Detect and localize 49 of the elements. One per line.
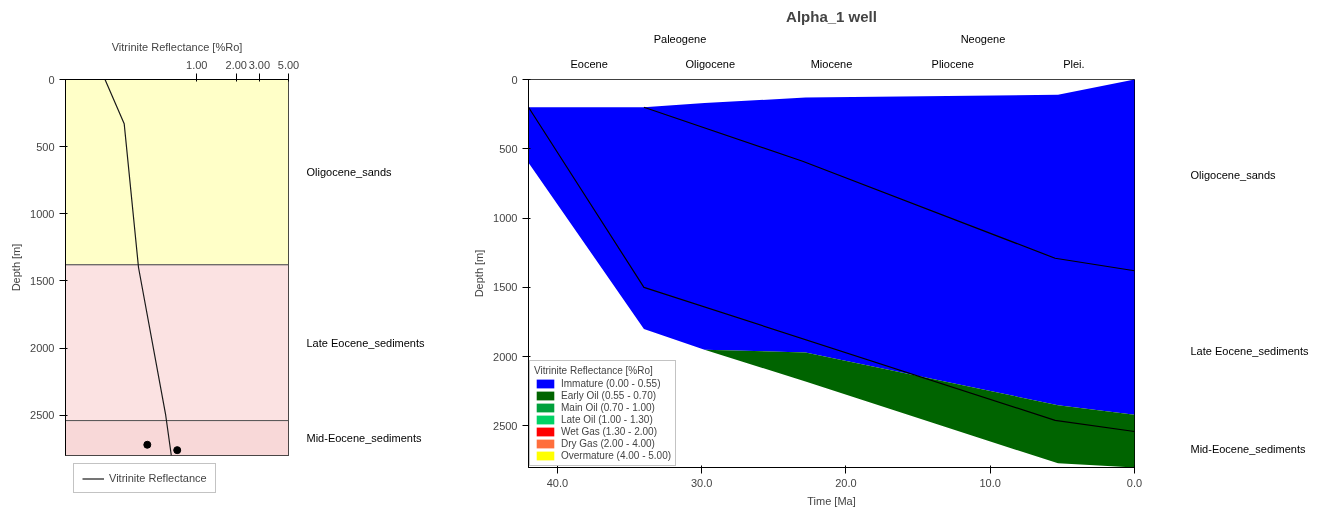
text: Eocene [570,57,608,70]
text: Neogene [960,32,1006,45]
legend-label: Dry Gas (2.00 - 4.00) [561,438,655,449]
text: Miocene [810,57,853,70]
text: Paleogene [653,32,707,45]
x-tick-label: 20.0 [835,476,857,489]
y-tick-label: 1500 [493,281,518,294]
text: Oligocene_sands [1190,169,1276,182]
legend-label: Wet Gas (1.30 - 2.00) [561,426,657,437]
x-tick-label: 5.00 [277,58,300,71]
x-tick-label: 2.00 [225,58,247,71]
y-axis-title: Depth [m] [473,249,486,298]
y-tick-label: 2000 [493,350,518,363]
y-tick-label: 2500 [30,409,55,422]
legend-label: Early Oil (0.55 - 0.70) [561,390,657,401]
text: Oligocene [685,57,736,70]
y-tick-label: 1000 [493,212,518,225]
y-axis-title: Depth [m] [10,243,23,292]
y-tick-label: 2500 [493,419,518,432]
band-label: Mid-Eocene_sediments [306,432,422,445]
text: Plei. [1063,57,1085,70]
x-tick-label: 3.00 [248,58,271,71]
legend-label: Immature (0.00 - 0.55) [561,378,661,389]
x-tick-label: 0.0 [1126,476,1143,489]
x-tick-label: 30.0 [690,476,713,489]
y-tick-label: 500 [499,142,518,155]
text: Late Eocene_sediments [1190,345,1310,358]
y-tick-label: 1000 [30,207,55,220]
chart-title: Alpha_1 well [786,7,877,25]
line-series [643,106,1135,272]
legend-label: Vitrinite Reflectance [109,472,207,484]
x-axis-title: Time [Ma] [807,494,856,507]
y-tick-label: 500 [36,140,55,153]
x-tick-label: 10.0 [979,476,1001,489]
y-tick-label: 2000 [30,342,55,355]
x-tick-label: 40.0 [546,476,569,489]
y-tick-label: 1500 [30,274,55,287]
legend-label: Late Oil (1.00 - 1.30) [561,414,653,425]
y-tick-label: 0 [511,73,518,86]
legend-title: Vitrinite Reflectance [%Ro] [534,365,654,376]
band-label: Oligocene_sands [306,166,392,179]
text: Mid-Eocene_sediments [1190,443,1306,456]
legend-label: Overmature (4.00 - 5.00) [561,450,672,461]
text: Pliocene [931,57,974,70]
x-axis-title: Vitrinite Reflectance [%Ro] [111,40,243,53]
y-tick-label: 0 [48,73,55,86]
band-label: Late Eocene_sediments [306,336,426,349]
x-tick-label: 1.00 [186,58,208,71]
legend-label: Main Oil (0.70 - 1.00) [561,402,655,413]
